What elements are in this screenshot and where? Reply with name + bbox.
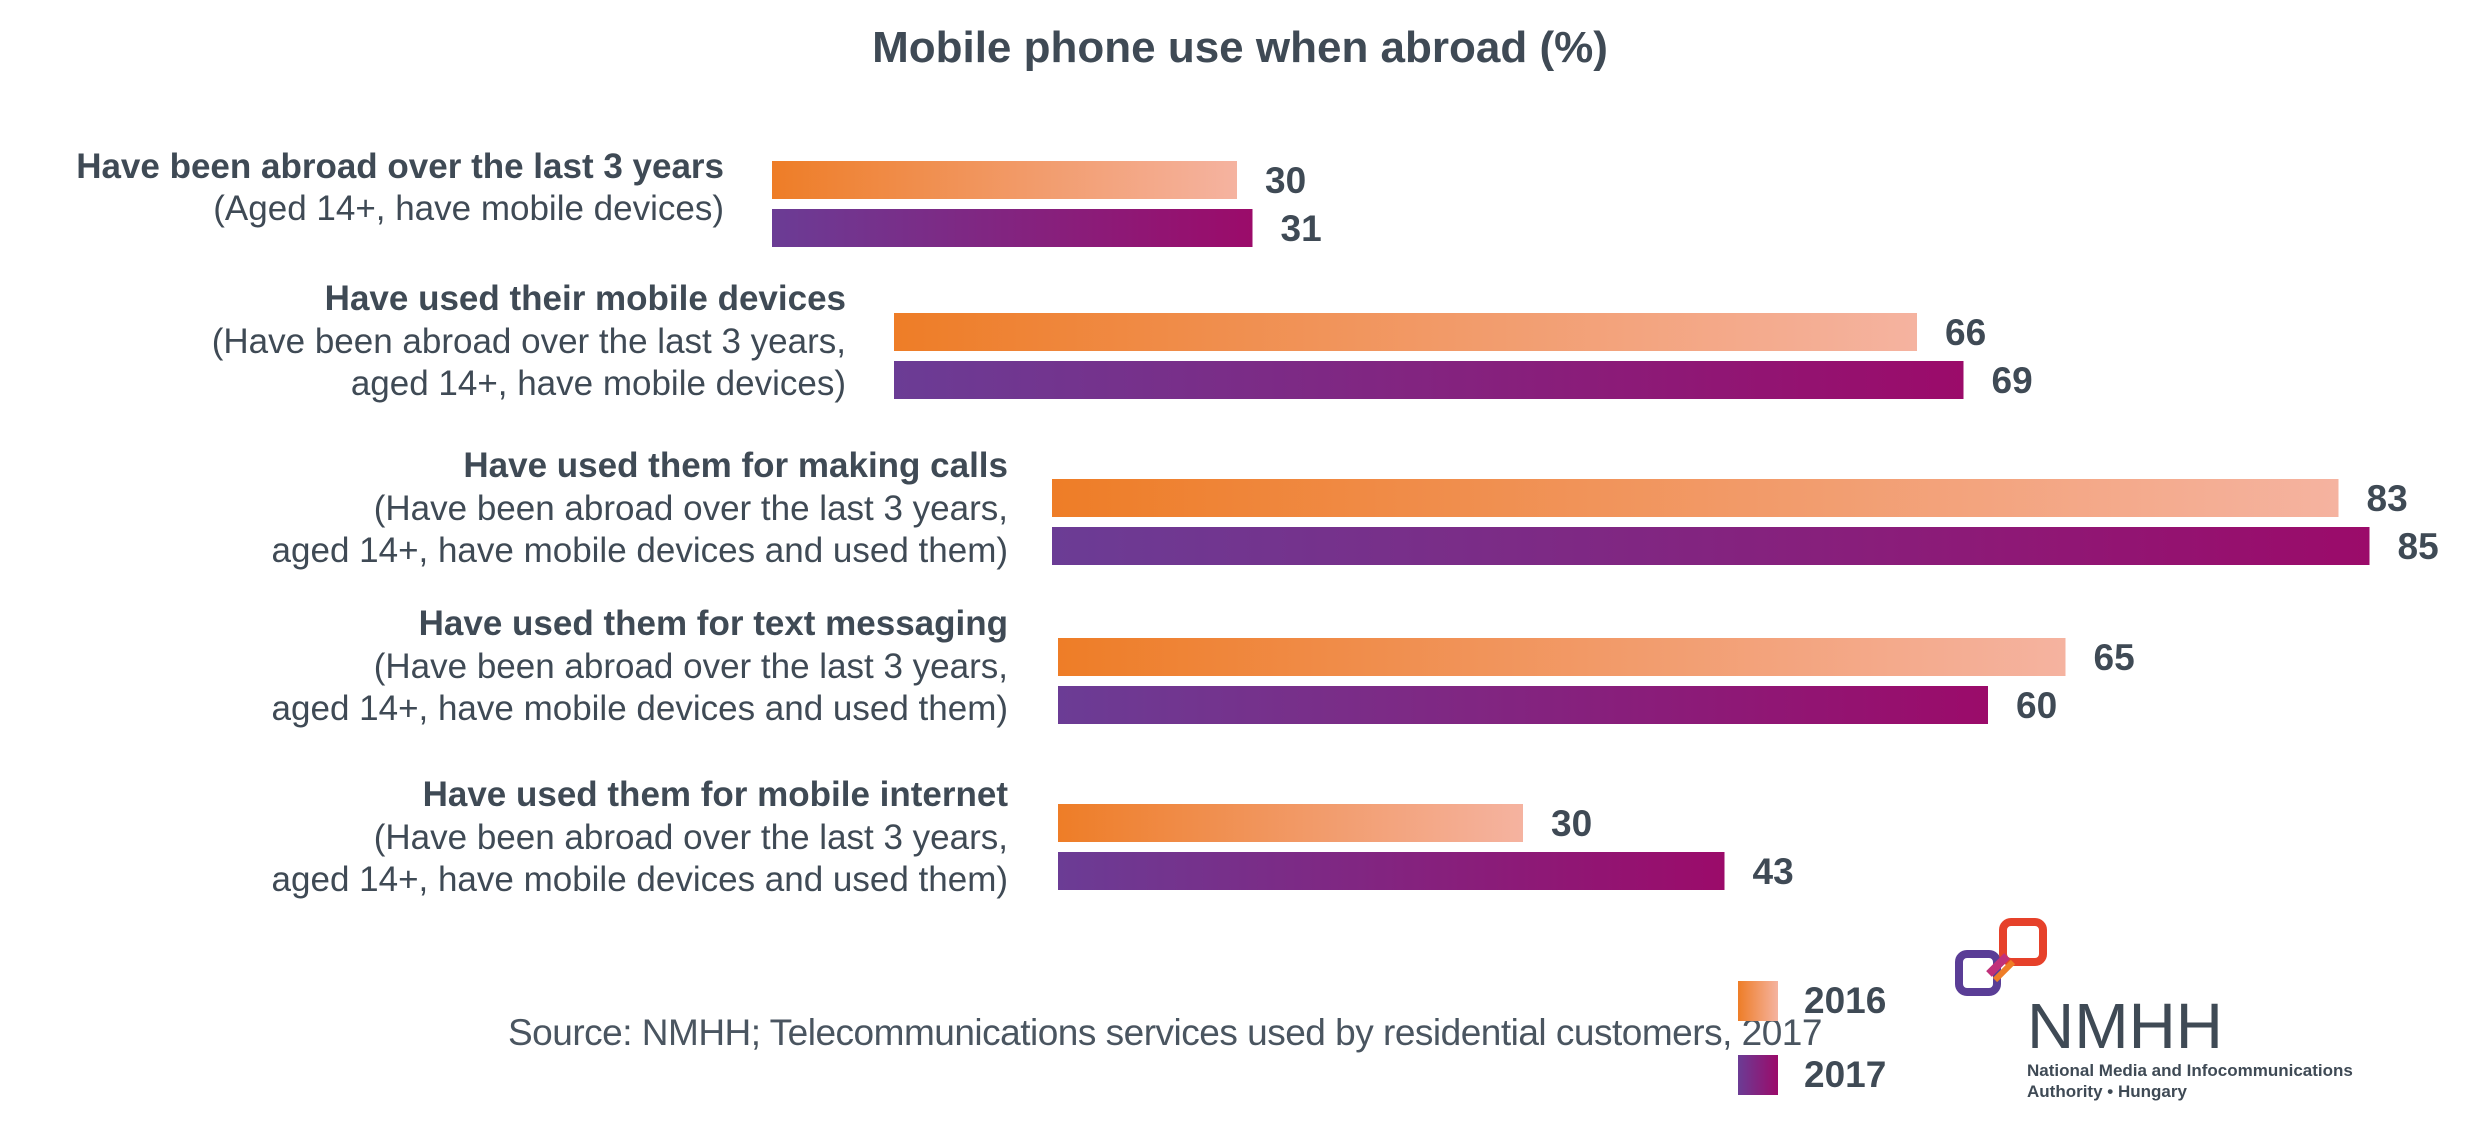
category-label: Have been abroad over the last 3 years: [76, 147, 724, 186]
category-label: Have used them for text messaging: [419, 604, 1008, 643]
legend-item-2016: 2016: [1738, 980, 1886, 1022]
category-sublabel: (Have been abroad over the last 3 years,: [374, 489, 1008, 528]
bar-2016: [894, 313, 1917, 351]
category-sublabel: aged 14+, have mobile devices): [351, 364, 846, 403]
bar-2016: [1052, 479, 2339, 517]
category-label: Have used their mobile devices: [325, 279, 846, 318]
category-sublabel: (Have been abroad over the last 3 years,: [374, 647, 1008, 686]
bar-2016: [1058, 638, 2066, 676]
category-sublabel: aged 14+, have mobile devices and used t…: [272, 689, 1008, 728]
legend-label-2016: 2016: [1804, 980, 1887, 1021]
nmhh-emblem-icon: [1955, 918, 2047, 996]
legend-swatch-2016: [1738, 981, 1778, 1021]
nmhh-wordmark: NMHH: [2027, 998, 2223, 1054]
bar-2016: [1058, 804, 1523, 842]
data-label-2016: 66: [1945, 312, 1986, 353]
logo-line-1: National Media and Infocommunications: [2027, 1061, 2353, 1080]
data-label-2017: 85: [2398, 526, 2439, 567]
category-sublabel: (Have been abroad over the last 3 years,: [212, 322, 846, 361]
data-label-2016: 83: [2367, 478, 2408, 519]
logo-subtitle: National Media and Infocommunications Au…: [2027, 1060, 2353, 1102]
category-label: Have used them for making calls: [463, 446, 1008, 485]
data-label-2016: 65: [2094, 637, 2135, 678]
category-sublabel: (Have been abroad over the last 3 years,: [374, 818, 1008, 857]
bar-2017: [1052, 527, 2370, 565]
category-sublabel: (Aged 14+, have mobile devices): [213, 189, 724, 228]
data-label-2017: 60: [2016, 685, 2057, 726]
legend-item-2017: 2017: [1738, 1054, 1886, 1096]
category-sublabel: aged 14+, have mobile devices and used t…: [272, 860, 1008, 899]
bar-2017: [1058, 686, 1988, 724]
data-label-2016: 30: [1265, 160, 1306, 201]
category-sublabel: aged 14+, have mobile devices and used t…: [272, 531, 1008, 570]
nmhh-wordmark-text: NMHH: [2027, 998, 2223, 1054]
data-label-2017: 69: [1992, 360, 2033, 401]
logo-line-2: Authority • Hungary: [2027, 1082, 2187, 1101]
category-label: Have used them for mobile internet: [423, 775, 1009, 814]
bar-2017: [894, 361, 1964, 399]
data-label-2016: 30: [1551, 803, 1592, 844]
data-label-2017: 31: [1281, 208, 1322, 249]
bar-2016: [772, 161, 1237, 199]
legend-label-2017: 2017: [1804, 1054, 1887, 1095]
chart-title: Mobile phone use when abroad (%): [872, 23, 1608, 72]
bar-2017: [1058, 852, 1725, 890]
source-note: Source: NMHH; Telecommunications service…: [508, 1012, 1822, 1053]
data-label-2017: 43: [1753, 851, 1794, 892]
bar-2017: [772, 209, 1253, 247]
nmhh-logo: NMHH National Media and Infocommunicatio…: [1955, 916, 2375, 1106]
legend-swatch-2017: [1738, 1055, 1778, 1095]
